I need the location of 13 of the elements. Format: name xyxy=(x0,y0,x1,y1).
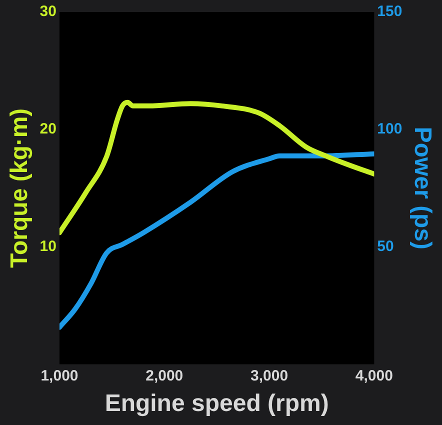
x-tick-label: 2,000 xyxy=(146,367,184,384)
y2-tick-label: 50 xyxy=(377,238,394,255)
y2-tick-label: 150 xyxy=(377,3,402,20)
x-tick-label: 1,000 xyxy=(40,367,78,384)
y-tick-label: 30 xyxy=(40,3,56,20)
x-axis-title: Engine speed (rpm) xyxy=(104,390,329,418)
y-tick-label: 10 xyxy=(40,238,56,255)
x-tick-label: 4,000 xyxy=(355,367,393,384)
y2-tick-label: 100 xyxy=(377,120,402,138)
y2-axis-title: Power (ps) xyxy=(408,126,436,250)
y-tick-label: 20 xyxy=(40,120,56,138)
y-axis-title: Torque (kg·m) xyxy=(6,108,34,268)
x-tick-label: 3,000 xyxy=(250,367,288,384)
